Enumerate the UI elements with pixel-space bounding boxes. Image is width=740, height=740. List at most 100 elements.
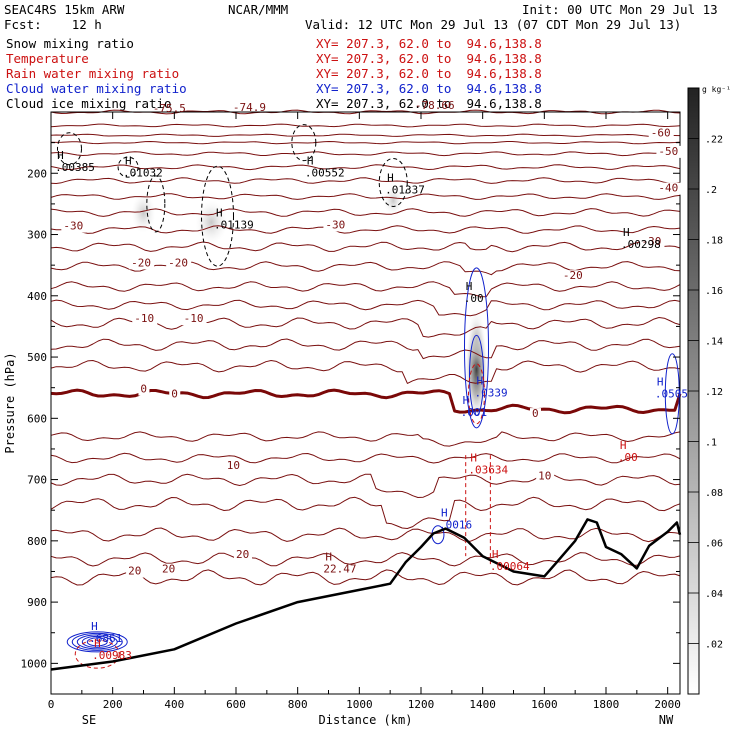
colorbar-tick-label: .06 [705,539,723,550]
ice-contour [291,124,317,162]
temperature-label-bg [536,470,555,483]
extreme-marker-h: H [466,280,473,293]
temperature-contour-line [50,193,681,200]
extreme-marker-h: H [307,154,314,167]
temperature-label-bg [132,313,158,326]
temperature-label: 20 [162,563,175,576]
temperature-contour-line [50,133,681,137]
colorbar-tick-label: .18 [705,236,723,247]
temperature-contour-line [50,431,681,447]
temperature-contour-line [50,208,681,217]
rain-contour [468,363,485,425]
extreme-marker-h: H [657,375,664,388]
temperature-label: -10 [134,312,154,325]
temperature-contour-line [50,569,681,586]
x-tick-label: 1200 [408,698,435,711]
colorbar-tick-label: .16 [705,286,723,297]
temperature-label-bg [138,383,150,396]
moisture-contours [57,124,680,669]
temperature-label-bg [234,548,252,561]
cloud-water-contour [464,267,489,429]
y-tick-label: 400 [27,290,47,303]
forecast-hour: Fcst: 12 h [4,17,102,32]
temperature-label: -30 [325,218,345,231]
temperature-contour-line [50,164,681,171]
temperature-contour-line [50,552,681,567]
temperature-contour-line [50,123,681,128]
temperature-label: -20 [131,256,151,269]
colorbar-tick-label: .02 [705,640,723,651]
temperature-label: 20 [236,548,249,561]
init-time: Init: 00 UTC Mon 29 Jul 13 [522,2,718,17]
temperature-label-bg [160,563,178,576]
temperature-label: -30 [63,220,83,233]
end-label-right: NW [659,713,674,727]
temperature-label-bg [656,182,682,195]
temperature-label: -20 [168,256,188,269]
ice-upper-shading [467,308,486,369]
extreme-value-label: .0339 [475,386,508,399]
y-tick-label: 300 [27,229,47,242]
center-label: NCAR/MMM [228,2,289,17]
plot-frame [50,111,681,695]
ice-shading-1100km [383,186,404,215]
temperature-label: -50 [658,145,678,158]
y-tick-label: 600 [27,412,47,425]
temperature-label-bg [126,565,145,578]
y-tick-label: 800 [27,535,47,548]
temperature-contour-line [50,225,681,234]
extreme-value-label: .00298 [621,238,661,251]
colorbar-tick-label: .12 [705,387,723,398]
contour-labels: -60 -50 -40 -30 -30 -30 -20 -20 -20 -10 -10 0 0 0 10 10… [55,99,688,662]
extreme-marker-h: H [91,620,98,633]
ice-shading-500km [195,200,228,245]
x-axis-label: Distance (km) [319,713,413,727]
temperature-label: -40 [658,182,678,195]
ice-contour [57,132,82,166]
extreme-value-label: .00 [464,292,484,305]
colorbar-tick-label: .04 [705,589,723,600]
field-xy-rain: XY= 207.3, 62.0 to 94.6,138.8 [316,66,542,81]
temperature-contour-line [50,241,681,253]
extreme-value-label: .01139 [214,218,254,231]
temperature-label-bg [323,219,349,232]
temperature-label-bg [530,408,541,421]
temperature-label: 0 [171,387,178,400]
extreme-value-label: .0505 [655,387,688,400]
field-name-cloud-water: Cloud water mixing ratio [6,81,187,96]
extreme-marker-h: H [623,226,630,239]
field-name-snow: Snow mixing ratio [6,36,134,51]
temperature-label: -10 [184,312,204,325]
field-xy-cloud-water: XY= 207.3, 62.0 to 94.6,138.8 [316,81,542,96]
x-tick-label: 200 [103,698,123,711]
temperature-label: -20 [563,269,583,282]
colorbar-units: g kg⁻¹ [702,85,731,94]
x-tick-label: 1400 [469,698,496,711]
temperature-label: 10 [538,470,551,483]
temperature-label: 20 [128,565,141,578]
extreme-marker-h: H [325,551,332,564]
terrain-surface-line [50,518,682,671]
valid-time: Valid: 12 UTC Mon 29 Jul 13 (07 CDT Mon … [305,17,682,32]
temperature-label-bg [181,313,207,326]
extreme-marker-h: H [620,439,627,452]
x-tick-label: 2000 [654,698,681,711]
field-xy-cloud-ice: XY= 207.3, 62.0 to 94.6,138.8 [316,96,542,111]
temperature-contour-line [50,452,681,464]
extreme-value-label: 22.47 [323,563,356,576]
extreme-value-label: .00552 [305,166,345,179]
ice-contour [378,157,408,207]
extreme-value-label: .03634 [468,463,508,476]
cloud-water-contour [66,631,128,653]
top-extreme-label: -75.5 [153,102,186,115]
colorbar-tick-label: .1 [705,438,717,449]
y-tick-label: 500 [27,351,47,364]
extreme-value-label: .001 [461,406,488,419]
extreme-marker-h: H [94,637,101,650]
x-tick-label: 600 [226,698,246,711]
colorbar-tick-label: .2 [705,185,717,196]
ice-contour [117,156,139,178]
temperature-label: -30 [641,235,661,248]
